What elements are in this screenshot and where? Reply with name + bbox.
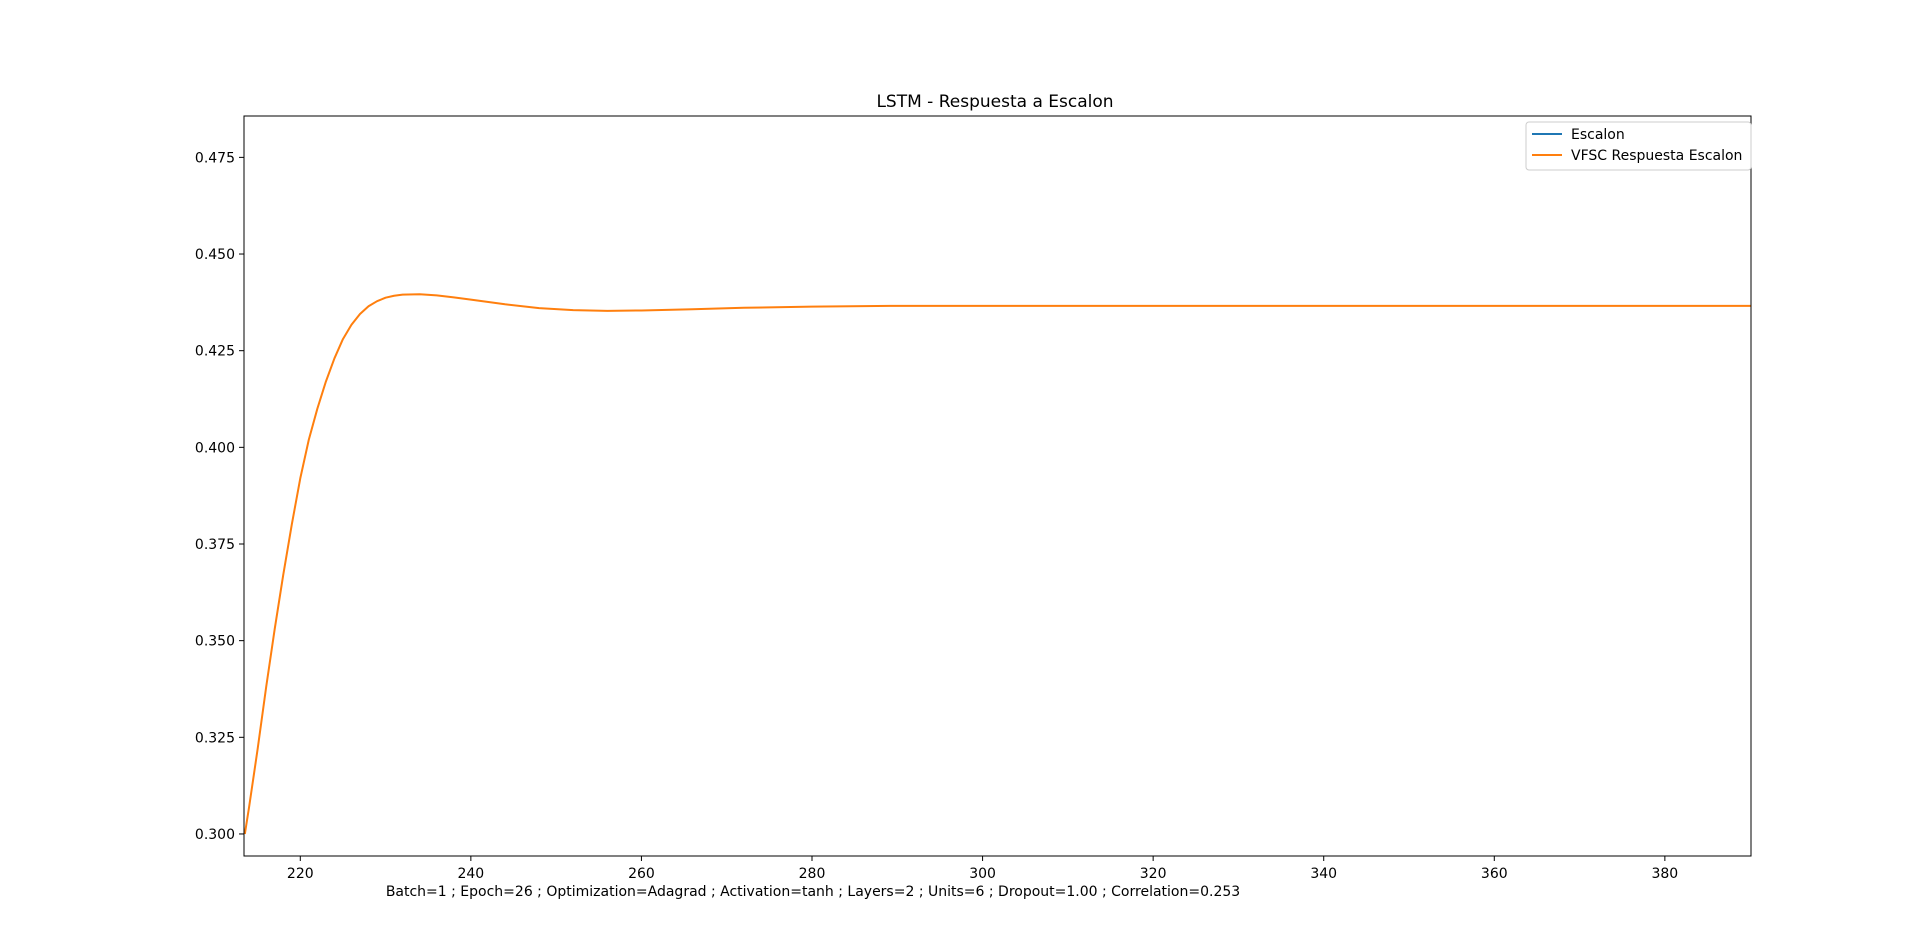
legend: Escalon VFSC Respuesta Escalon	[1525, 121, 1752, 171]
x-tick-label: 300	[969, 866, 996, 882]
x-tick-label: 340	[1310, 866, 1337, 882]
y-tick-label: 0.350	[195, 634, 235, 650]
x-tick-label: 280	[799, 866, 826, 882]
x-tick-label: 260	[628, 866, 655, 882]
legend-label-1: Escalon	[1571, 127, 1625, 143]
x-tick-label: 320	[1140, 866, 1167, 882]
y-tick-label: 0.400	[195, 440, 235, 456]
series-line-2	[244, 293, 1751, 835]
y-tick-label: 0.450	[195, 247, 235, 263]
x-tick-label: 240	[457, 866, 484, 882]
chart-title: LSTM - Respuesta a Escalon	[876, 92, 1113, 112]
y-tick-label: 0.425	[195, 344, 235, 360]
legend-label-2: VFSC Respuesta Escalon	[1571, 148, 1742, 164]
y-tick-label: 0.475	[195, 150, 235, 166]
y-tick-label: 0.325	[195, 730, 235, 746]
x-tick-label: 380	[1651, 866, 1678, 882]
x-axis-label: Batch=1 ; Epoch=26 ; Optimization=Adagra…	[386, 884, 1240, 900]
plot-area: 220 240 260 280 300 320 340 360 380 0.300 0.325 0.3…	[195, 115, 1752, 882]
x-tick-label: 360	[1481, 866, 1508, 882]
axes-frame	[243, 115, 1752, 857]
y-tick-label: 0.300	[195, 827, 235, 843]
legend-box	[1525, 121, 1752, 171]
x-tick-label: 220	[287, 866, 314, 882]
y-tick-label: 0.375	[195, 537, 235, 553]
